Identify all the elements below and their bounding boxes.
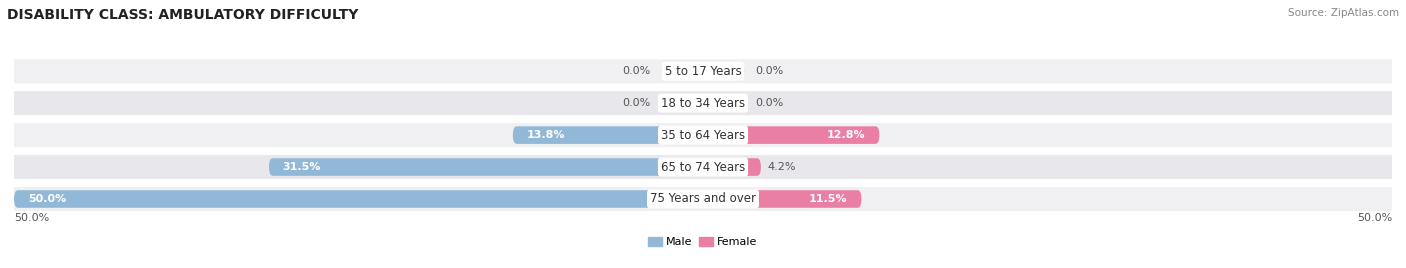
Text: 12.8%: 12.8% [827, 130, 866, 140]
Text: 0.0%: 0.0% [623, 66, 651, 76]
FancyBboxPatch shape [703, 62, 744, 80]
Text: 11.5%: 11.5% [810, 194, 848, 204]
Text: 0.0%: 0.0% [755, 66, 783, 76]
FancyBboxPatch shape [269, 158, 703, 176]
Text: Source: ZipAtlas.com: Source: ZipAtlas.com [1288, 8, 1399, 18]
FancyBboxPatch shape [7, 59, 1399, 83]
Text: 65 to 74 Years: 65 to 74 Years [661, 161, 745, 174]
Text: DISABILITY CLASS: AMBULATORY DIFFICULTY: DISABILITY CLASS: AMBULATORY DIFFICULTY [7, 8, 359, 22]
FancyBboxPatch shape [7, 187, 1399, 211]
Text: 31.5%: 31.5% [283, 162, 321, 172]
FancyBboxPatch shape [513, 126, 703, 144]
FancyBboxPatch shape [662, 62, 703, 80]
Text: 18 to 34 Years: 18 to 34 Years [661, 97, 745, 110]
Text: 75 Years and over: 75 Years and over [650, 192, 756, 206]
Text: 0.0%: 0.0% [755, 98, 783, 108]
Text: 50.0%: 50.0% [1357, 213, 1392, 222]
Text: 13.8%: 13.8% [527, 130, 565, 140]
FancyBboxPatch shape [703, 190, 862, 208]
FancyBboxPatch shape [7, 91, 1399, 115]
FancyBboxPatch shape [7, 155, 1399, 179]
FancyBboxPatch shape [662, 94, 703, 112]
FancyBboxPatch shape [14, 190, 703, 208]
Text: 4.2%: 4.2% [768, 162, 796, 172]
FancyBboxPatch shape [703, 94, 744, 112]
FancyBboxPatch shape [7, 123, 1399, 147]
Text: 0.0%: 0.0% [623, 98, 651, 108]
Text: 5 to 17 Years: 5 to 17 Years [665, 65, 741, 78]
Text: 50.0%: 50.0% [28, 194, 66, 204]
FancyBboxPatch shape [703, 126, 879, 144]
Text: 35 to 64 Years: 35 to 64 Years [661, 129, 745, 142]
Legend: Male, Female: Male, Female [644, 233, 762, 252]
FancyBboxPatch shape [703, 158, 761, 176]
Text: 50.0%: 50.0% [14, 213, 49, 222]
